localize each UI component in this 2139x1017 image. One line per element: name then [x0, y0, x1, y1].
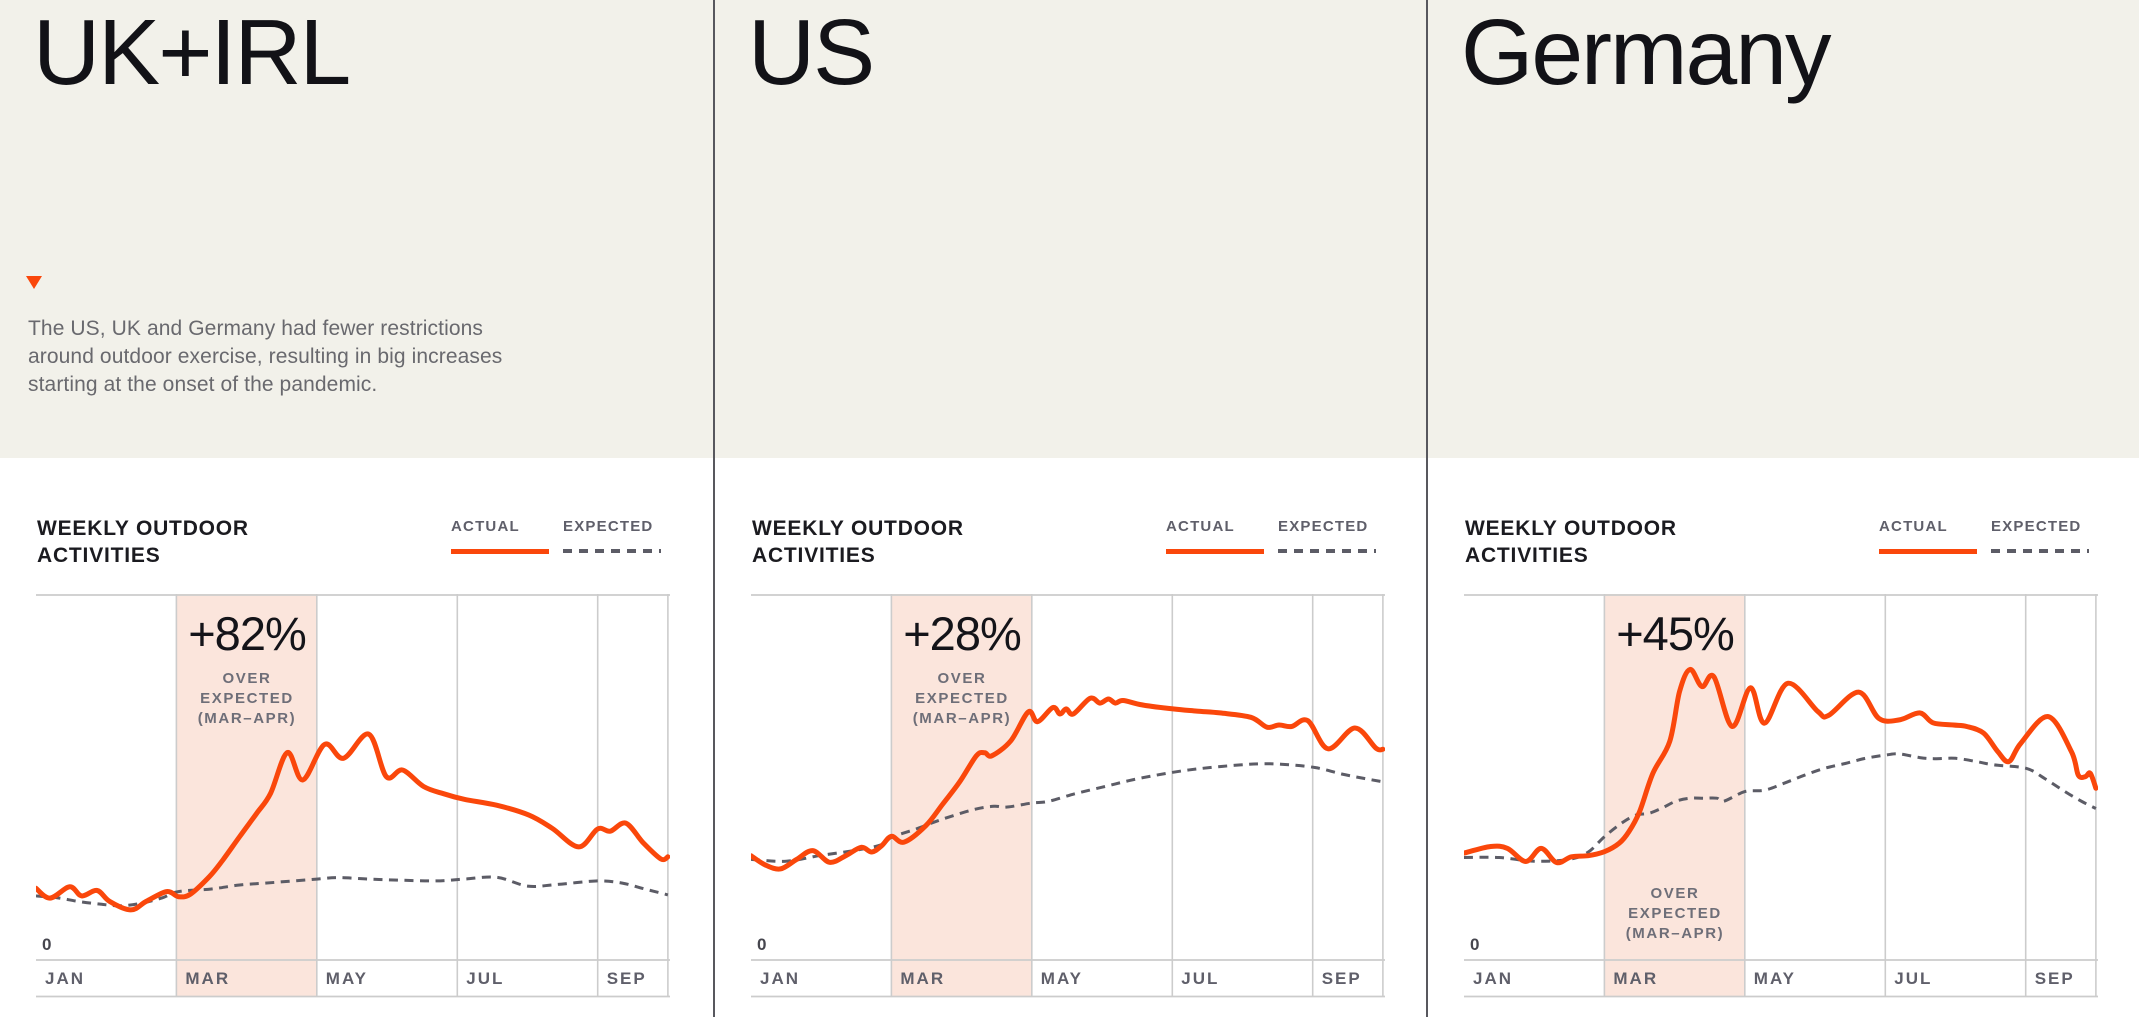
- actual-series-line: [36, 731, 670, 913]
- x-tick-label: MAY: [1041, 969, 1083, 988]
- legend-label-expected: EXPECTED: [1991, 518, 2082, 535]
- country-panel-uk-irl: UK+IRL The US, UK and Germany had fewer …: [0, 0, 713, 1017]
- chart-area: WEEKLY OUTDOOR ACTIVITIES ACTUAL EXPECTE…: [715, 458, 1428, 1017]
- chart-title: WEEKLY OUTDOOR ACTIVITIES: [752, 517, 964, 567]
- x-tick-label: JUL: [1181, 969, 1219, 988]
- legend-label-expected: EXPECTED: [1278, 518, 1369, 535]
- line-chart: 0 JAN MAR MAY JUL SEP: [1464, 594, 2098, 998]
- x-tick-label: JAN: [760, 969, 800, 988]
- x-tick-label: MAY: [326, 969, 368, 988]
- expected-line-swatch: [1991, 549, 2089, 553]
- x-tick-label: JUL: [466, 969, 504, 988]
- line-chart: 0 JAN MAR MAY JUL SEP: [751, 594, 1385, 998]
- x-tick-label: JUL: [1894, 969, 1932, 988]
- y-zero-label: 0: [42, 935, 52, 954]
- plot: 0 JAN MAR MAY JUL SEP +82% OVER EXPECTED (MAR…: [36, 594, 670, 998]
- highlight-band: [891, 594, 1032, 997]
- triangle-down-icon: [26, 276, 42, 289]
- annotation-text: The US, UK and Germany had fewer restric…: [28, 317, 503, 396]
- panel-header: Germany: [1428, 0, 2139, 458]
- chart-title: WEEKLY OUTDOOR ACTIVITIES: [37, 517, 249, 567]
- x-tick-label: SEP: [2035, 969, 2075, 988]
- actual-line-swatch: [1879, 549, 1977, 554]
- expected-series-line: [1464, 752, 2097, 863]
- legend-item-actual: ACTUAL: [451, 518, 549, 554]
- annotation: The US, UK and Germany had fewer restric…: [24, 276, 584, 399]
- country-panel-us: US WEEKLY OUTDOOR ACTIVITIES ACTUAL EXPE…: [713, 0, 1428, 1017]
- x-tick-label: MAR: [1613, 969, 1658, 988]
- chart-title: WEEKLY OUTDOOR ACTIVITIES: [1465, 517, 1677, 567]
- panel-header: US: [715, 0, 1428, 458]
- x-tick-label: MAY: [1754, 969, 1796, 988]
- plot: 0 JAN MAR MAY JUL SEP +45% OVER EXPECTED (MAR…: [1464, 594, 2098, 998]
- expected-line-swatch: [1278, 549, 1376, 553]
- y-zero-label: 0: [1470, 935, 1480, 954]
- y-zero-label: 0: [757, 935, 767, 954]
- x-tick-label: JAN: [45, 969, 85, 988]
- actual-line-swatch: [1166, 549, 1264, 554]
- x-tick-label: MAR: [900, 969, 945, 988]
- x-tick-label: JAN: [1473, 969, 1513, 988]
- x-tick-label: MAR: [185, 969, 230, 988]
- actual-series-line: [1464, 666, 2098, 866]
- actual-line-swatch: [451, 549, 549, 554]
- expected-series-line: [36, 875, 669, 908]
- expected-series-line: [751, 762, 1384, 863]
- legend-item-actual: ACTUAL: [1879, 518, 1977, 554]
- highlight-band: [1604, 594, 1745, 997]
- legend-label-actual: ACTUAL: [1166, 518, 1235, 535]
- chart-area: WEEKLY OUTDOOR ACTIVITIES ACTUAL EXPECTE…: [0, 458, 713, 1017]
- chart-legend: ACTUAL EXPECTED: [1879, 518, 2089, 554]
- panel-title: UK+IRL: [33, 0, 351, 104]
- legend-item-actual: ACTUAL: [1166, 518, 1264, 554]
- chart-legend: ACTUAL EXPECTED: [451, 518, 661, 554]
- line-chart: 0 JAN MAR MAY JUL SEP: [36, 594, 670, 998]
- x-tick-label: SEP: [607, 969, 647, 988]
- legend-label-expected: EXPECTED: [563, 518, 654, 535]
- plot: 0 JAN MAR MAY JUL SEP +28% OVER EXPECTED (MAR…: [751, 594, 1385, 998]
- legend-item-expected: EXPECTED: [1991, 518, 2089, 554]
- chart-area: WEEKLY OUTDOOR ACTIVITIES ACTUAL EXPECTE…: [1428, 458, 2139, 1017]
- legend-item-expected: EXPECTED: [1278, 518, 1376, 554]
- panel-title: US: [748, 0, 875, 104]
- highlight-band: [176, 594, 317, 997]
- chart-legend: ACTUAL EXPECTED: [1166, 518, 1376, 554]
- legend-label-actual: ACTUAL: [451, 518, 520, 535]
- country-panel-germany: Germany WEEKLY OUTDOOR ACTIVITIES ACTUAL…: [1426, 0, 2139, 1017]
- panel-header: UK+IRL The US, UK and Germany had fewer …: [0, 0, 713, 458]
- x-tick-label: SEP: [1322, 969, 1362, 988]
- expected-line-swatch: [563, 549, 661, 553]
- panel-title: Germany: [1461, 0, 1831, 104]
- legend-item-expected: EXPECTED: [563, 518, 661, 554]
- legend-label-actual: ACTUAL: [1879, 518, 1948, 535]
- actual-series-line: [751, 695, 1385, 872]
